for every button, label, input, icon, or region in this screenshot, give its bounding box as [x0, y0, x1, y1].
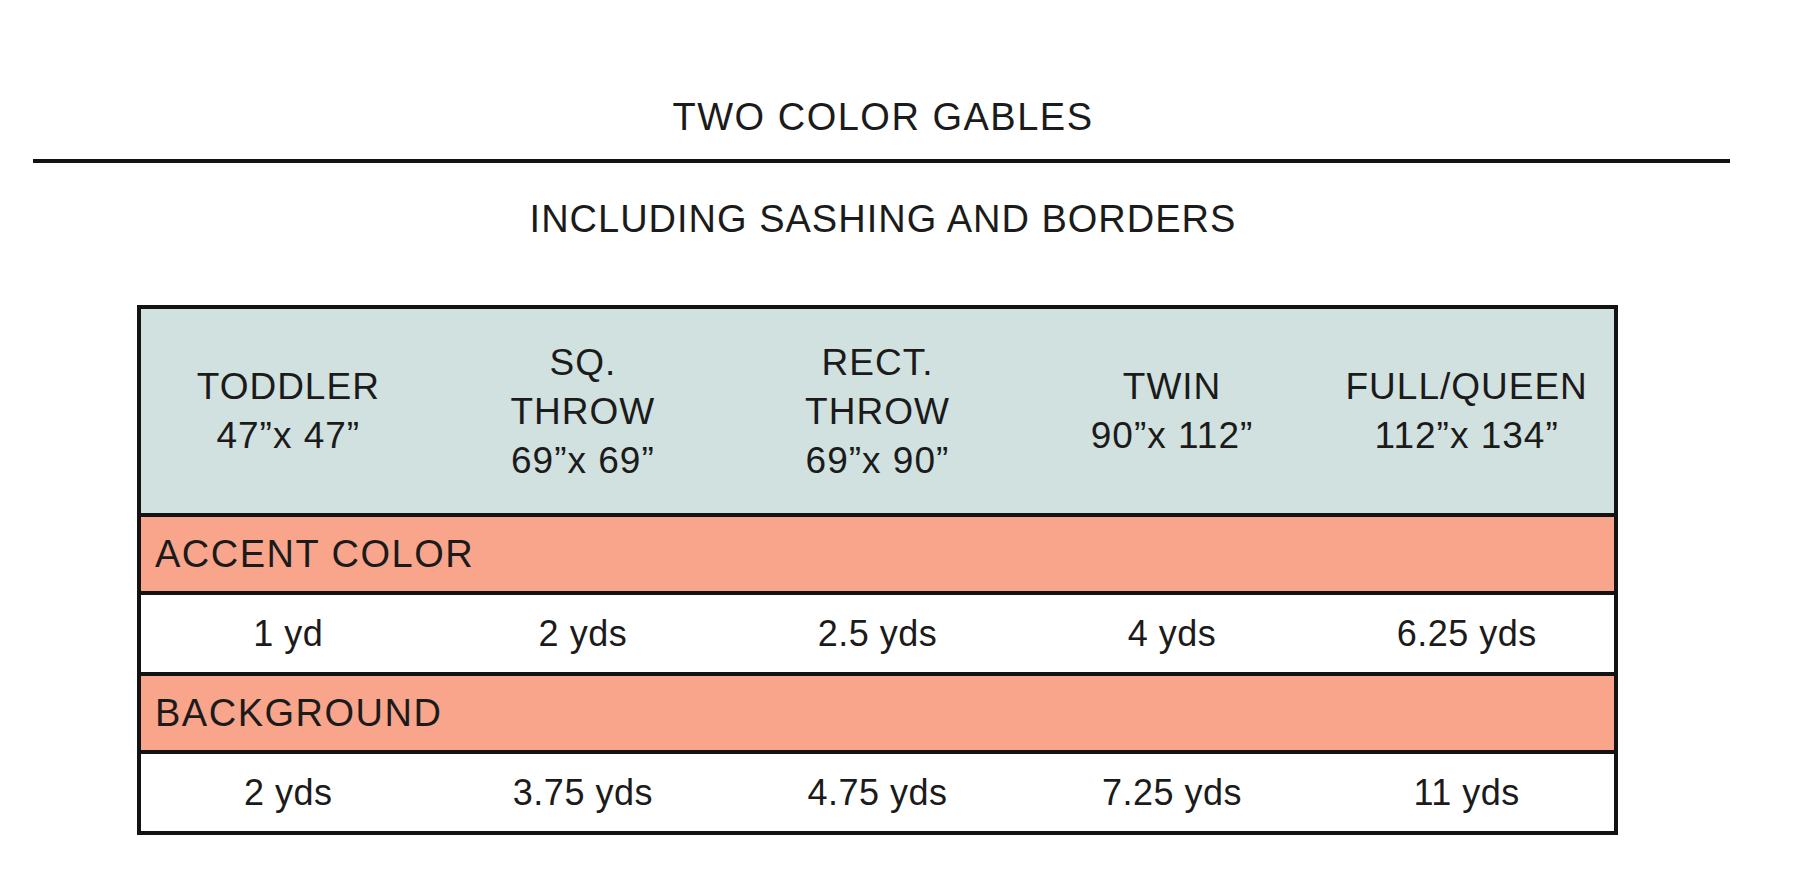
value-accent-rect-throw: 2.5 yds	[730, 595, 1025, 672]
value-accent-twin: 4 yds	[1025, 595, 1320, 672]
column-size: 112”x 134”	[1375, 411, 1559, 460]
column-size: 90”x 112”	[1091, 411, 1254, 460]
page-title: TWO COLOR GABLES	[0, 96, 1766, 139]
column-name-line2: THROW	[805, 387, 950, 436]
value-accent-sq-throw: 2 yds	[436, 595, 731, 672]
column-name: TODDLER	[197, 362, 380, 411]
column-header-sq-throw: SQ. THROW 69”x 69”	[436, 309, 731, 513]
value-accent-full-queen: 6.25 yds	[1319, 595, 1614, 672]
column-name: SQ.	[550, 338, 617, 387]
column-size: 47”x 47”	[216, 411, 360, 460]
section-row-accent-color: ACCENT COLOR	[141, 513, 1614, 591]
value-background-rect-throw: 4.75 yds	[730, 754, 1025, 831]
column-size: 69”x 69”	[511, 436, 655, 485]
column-name: TWIN	[1123, 362, 1222, 411]
value-accent-toddler: 1 yd	[141, 595, 436, 672]
section-label: ACCENT COLOR	[155, 533, 474, 576]
value-background-full-queen: 11 yds	[1319, 754, 1614, 831]
value-background-sq-throw: 3.75 yds	[436, 754, 731, 831]
page-subtitle: INCLUDING SASHING AND BORDERS	[0, 198, 1766, 241]
accent-color-values-row: 1 yd 2 yds 2.5 yds 4 yds 6.25 yds	[141, 591, 1614, 672]
value-background-toddler: 2 yds	[141, 754, 436, 831]
column-name: RECT.	[822, 338, 934, 387]
background-values-row: 2 yds 3.75 yds 4.75 yds 7.25 yds 11 yds	[141, 750, 1614, 831]
column-size: 69”x 90”	[806, 436, 950, 485]
value-background-twin: 7.25 yds	[1025, 754, 1320, 831]
column-header-rect-throw: RECT. THROW 69”x 90”	[730, 309, 1025, 513]
column-name-line2: THROW	[511, 387, 656, 436]
table-header-row: TODDLER 47”x 47” SQ. THROW 69”x 69” RECT…	[141, 309, 1614, 513]
yardage-table: TODDLER 47”x 47” SQ. THROW 69”x 69” RECT…	[137, 305, 1618, 835]
section-label: BACKGROUND	[155, 692, 442, 735]
section-row-background: BACKGROUND	[141, 672, 1614, 750]
column-header-toddler: TODDLER 47”x 47”	[141, 309, 436, 513]
title-divider-line	[33, 159, 1730, 163]
column-name: FULL/QUEEN	[1346, 362, 1588, 411]
column-header-full-queen: FULL/QUEEN 112”x 134”	[1319, 309, 1614, 513]
column-header-twin: TWIN 90”x 112”	[1025, 309, 1320, 513]
